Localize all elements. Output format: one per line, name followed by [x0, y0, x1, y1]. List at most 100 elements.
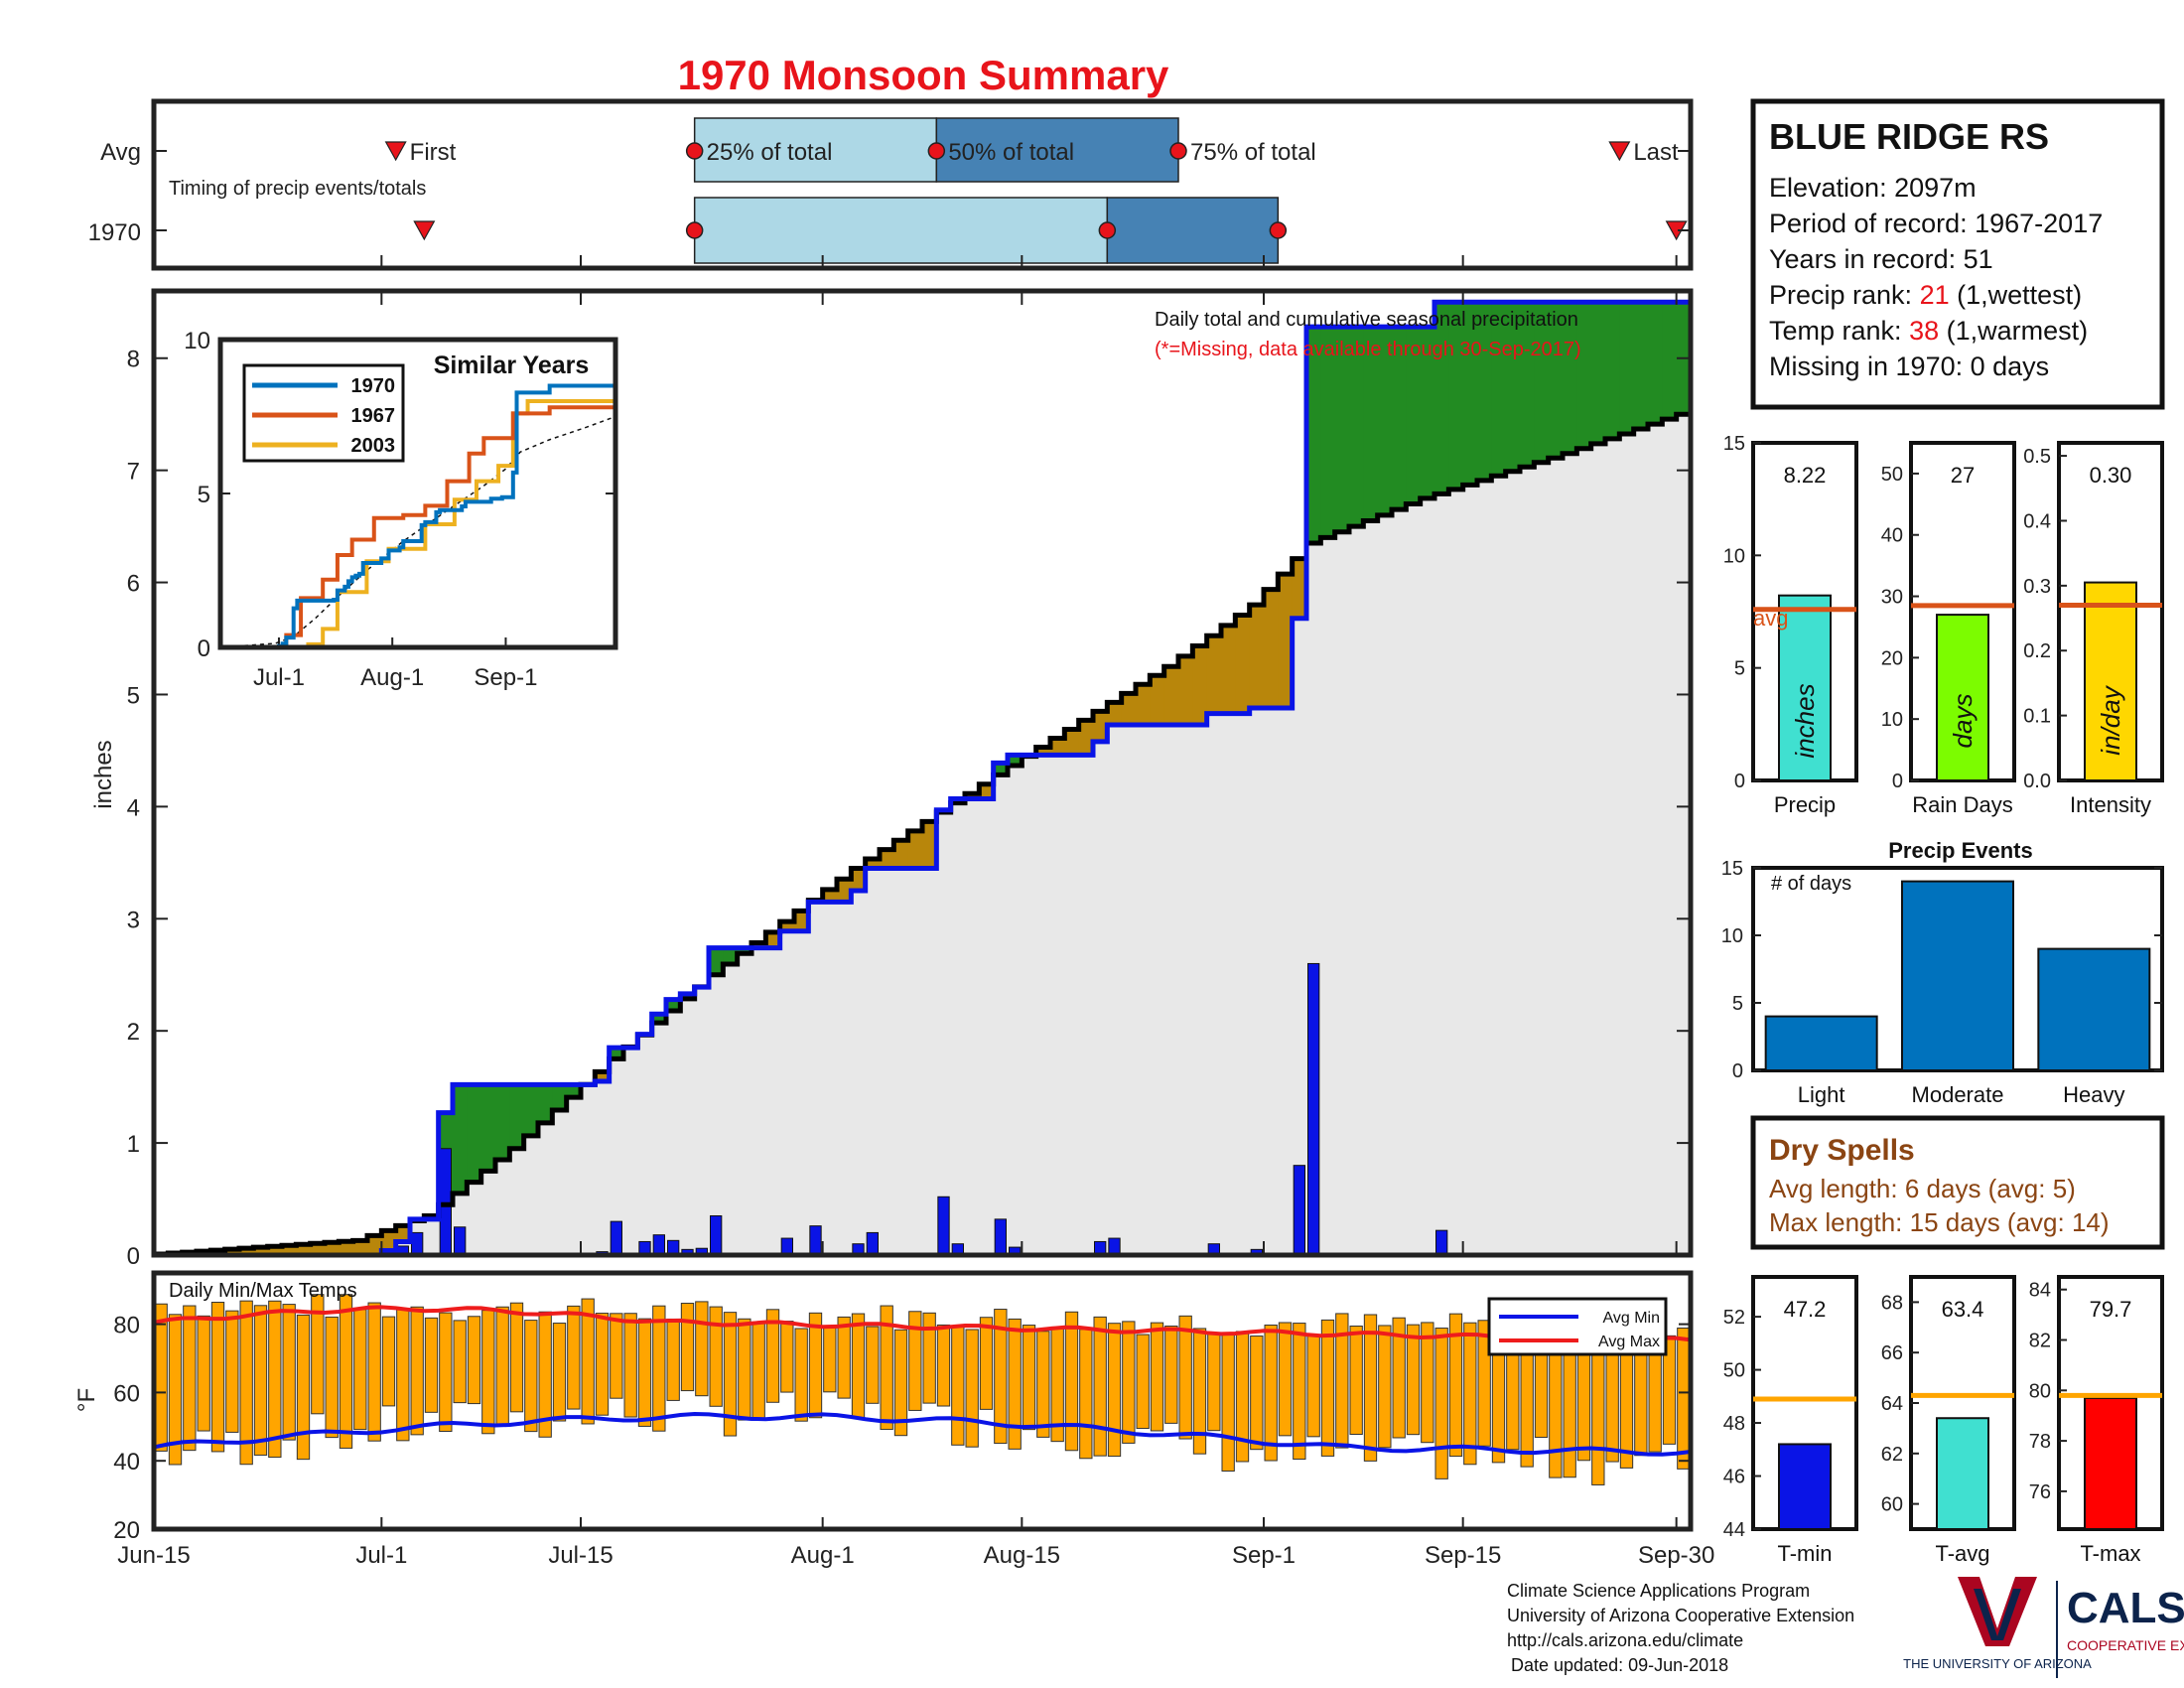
cals-logo-sub: COOPERATIVE EXTENSION — [2067, 1637, 2184, 1653]
precip-summary-panels: 0 5 10 15 8.22 inches Precip 0 10 20 30 40 50 27 days R… — [1723, 433, 2164, 817]
daily-temp-bar — [1022, 1325, 1036, 1431]
summary-label-Intensity: Intensity — [2070, 792, 2151, 817]
cumulative-anomaly-fill — [1448, 302, 1464, 490]
legend-avg-max-label: Avg Max — [1598, 1334, 1660, 1350]
daily-temp-bar — [595, 1313, 610, 1416]
cumulative-anomaly-fill — [1264, 589, 1279, 709]
daily-temp-bar — [765, 1309, 780, 1403]
timing-first-label: First — [410, 139, 457, 166]
inset-1967-line — [220, 394, 617, 649]
daily-temp-bar — [1477, 1320, 1491, 1447]
daily-temp-bar — [1122, 1321, 1136, 1444]
summary-y-tick-label: 30 — [1881, 587, 1903, 609]
daily-temp-bar — [723, 1312, 738, 1437]
inset-1970-line — [220, 383, 615, 649]
date-tick-label: Aug-1 — [791, 1542, 855, 1569]
cumulative-anomaly-fill — [993, 763, 1009, 775]
cumulative-anomaly-fill — [1563, 302, 1577, 454]
temp-y-tick-label: 60 — [113, 1380, 140, 1407]
inset-legend-label-1967: 1967 — [351, 405, 396, 427]
daily-temp-bar — [453, 1320, 467, 1404]
daily-temp-bar — [994, 1309, 1008, 1445]
daily-temp-bar — [1378, 1325, 1392, 1449]
daily-temp-bar — [467, 1316, 481, 1405]
dry-spells-frame — [1750, 1115, 2165, 1250]
temp-y-ticks: 20 40 60 80 — [113, 1313, 1691, 1544]
summary-y-tick-label: 40 — [1881, 525, 1903, 547]
cumulative-anomaly-fill — [480, 1084, 496, 1172]
cumulative-anomaly-fill — [1150, 675, 1165, 725]
summary-y-tick-label: 48 — [1723, 1413, 1745, 1435]
summary-unit-Rain Days: days — [1948, 694, 1978, 749]
footer-line-2: University of Arizona Cooperative Extens… — [1507, 1606, 1854, 1625]
summary-y-tick-label: 68 — [1881, 1292, 1903, 1314]
cumulative-base-fill — [154, 414, 1691, 1256]
summary-y-tick-label: 0.4 — [2023, 510, 2051, 532]
ua-logo-text: THE UNIVERSITY OF ARIZONA — [1903, 1656, 2092, 1671]
daily-temp-bar — [1207, 1333, 1221, 1432]
daily-temp-bar — [751, 1322, 765, 1420]
daily-temp-bar — [1293, 1323, 1306, 1460]
daily-temp-bar — [367, 1302, 381, 1442]
daily-precip-bar — [652, 1234, 666, 1256]
daily-precip-bar — [994, 1218, 1008, 1256]
cumulative-anomaly-fill — [1292, 558, 1307, 619]
cumulative-anomaly-fill — [1093, 711, 1108, 742]
cumulative-anomaly-fill — [381, 1230, 397, 1251]
daily-temp-bar — [311, 1294, 325, 1415]
summary-y-tick-label: 0.3 — [2023, 576, 2051, 598]
cals-logo-text: CALS — [2067, 1584, 2184, 1632]
cumulative-precip-chart: 0 1 2 3 4 5 6 7 8 inches Daily total and cumulat… — [90, 288, 1694, 1270]
events-y-tick-label: 0 — [1732, 1060, 1743, 1082]
events-category-label: Light — [1798, 1082, 1845, 1107]
cumulative-y-tick-label: 2 — [127, 1019, 140, 1046]
events-ylabel: # of days — [1771, 873, 1851, 895]
daily-temp-bar — [253, 1305, 268, 1456]
daily-temp-bar — [481, 1310, 495, 1435]
timing-avg-p25-marker — [685, 142, 704, 160]
daily-temp-bar — [851, 1313, 866, 1419]
cumulative-anomaly-fill — [1548, 302, 1564, 459]
date-tick-label: Sep-1 — [1232, 1542, 1296, 1569]
daily-temp-bar — [709, 1306, 723, 1407]
cumulative-anomaly-fill — [1462, 302, 1478, 486]
station-name: BLUE RIDGE RS — [1769, 116, 2049, 157]
cumulative-anomaly-fill — [751, 942, 766, 948]
cumulative-anomaly-fill — [495, 1084, 510, 1161]
cumulative-anomaly-fill — [352, 1240, 368, 1255]
cumulative-anomaly-fill — [1534, 302, 1550, 463]
daily-temp-bar — [666, 1318, 680, 1401]
daily-temp-bar — [1136, 1334, 1150, 1430]
daily-temp-bar — [239, 1300, 253, 1466]
cumulative-anomaly-fill — [794, 911, 809, 931]
cumulative-anomaly-fill — [1392, 327, 1407, 510]
summary-y-tick-label: 60 — [1881, 1494, 1903, 1516]
summary-bar-T-avg — [1936, 1417, 1989, 1530]
cumulative-anomaly-fill — [1221, 625, 1236, 714]
cumulative-frame — [151, 288, 1694, 1258]
summary-bar-Intensity — [2084, 581, 2137, 781]
dry-spells-title: Dry Spells — [1769, 1134, 1915, 1167]
daily-temp-bar — [524, 1320, 538, 1433]
ua-logo: THE UNIVERSITY OF ARIZONA — [1903, 1577, 2092, 1671]
temp-rank-value: 38 — [1909, 316, 1939, 346]
cumulative-anomaly-fill — [1320, 327, 1336, 538]
events-bar-Moderate — [1901, 880, 2014, 1071]
daily-temp-bar — [1634, 1337, 1648, 1457]
daily-temp-bar — [1335, 1313, 1349, 1449]
daily-temp-bar — [1434, 1328, 1448, 1479]
cumulative-1970-line — [154, 299, 1691, 1258]
cumulative-anomaly-fill — [1035, 747, 1051, 756]
cumulative-y-tick-label: 8 — [127, 347, 140, 373]
events-title: Precip Events — [1888, 838, 2033, 863]
daily-temp-bar — [1662, 1335, 1677, 1445]
temp-avg-min-line — [153, 1412, 1692, 1457]
summary-bar-T-max — [2084, 1396, 2137, 1531]
daily-temp-bar — [509, 1302, 524, 1413]
daily-temp-bar — [282, 1304, 296, 1441]
daily-precip-bar — [454, 1226, 467, 1256]
daily-temp-bar — [1150, 1322, 1164, 1432]
daily-temp-bar — [1619, 1341, 1634, 1469]
timing-avg-last-marker — [1608, 141, 1631, 162]
daily-temp-bar — [410, 1306, 424, 1436]
